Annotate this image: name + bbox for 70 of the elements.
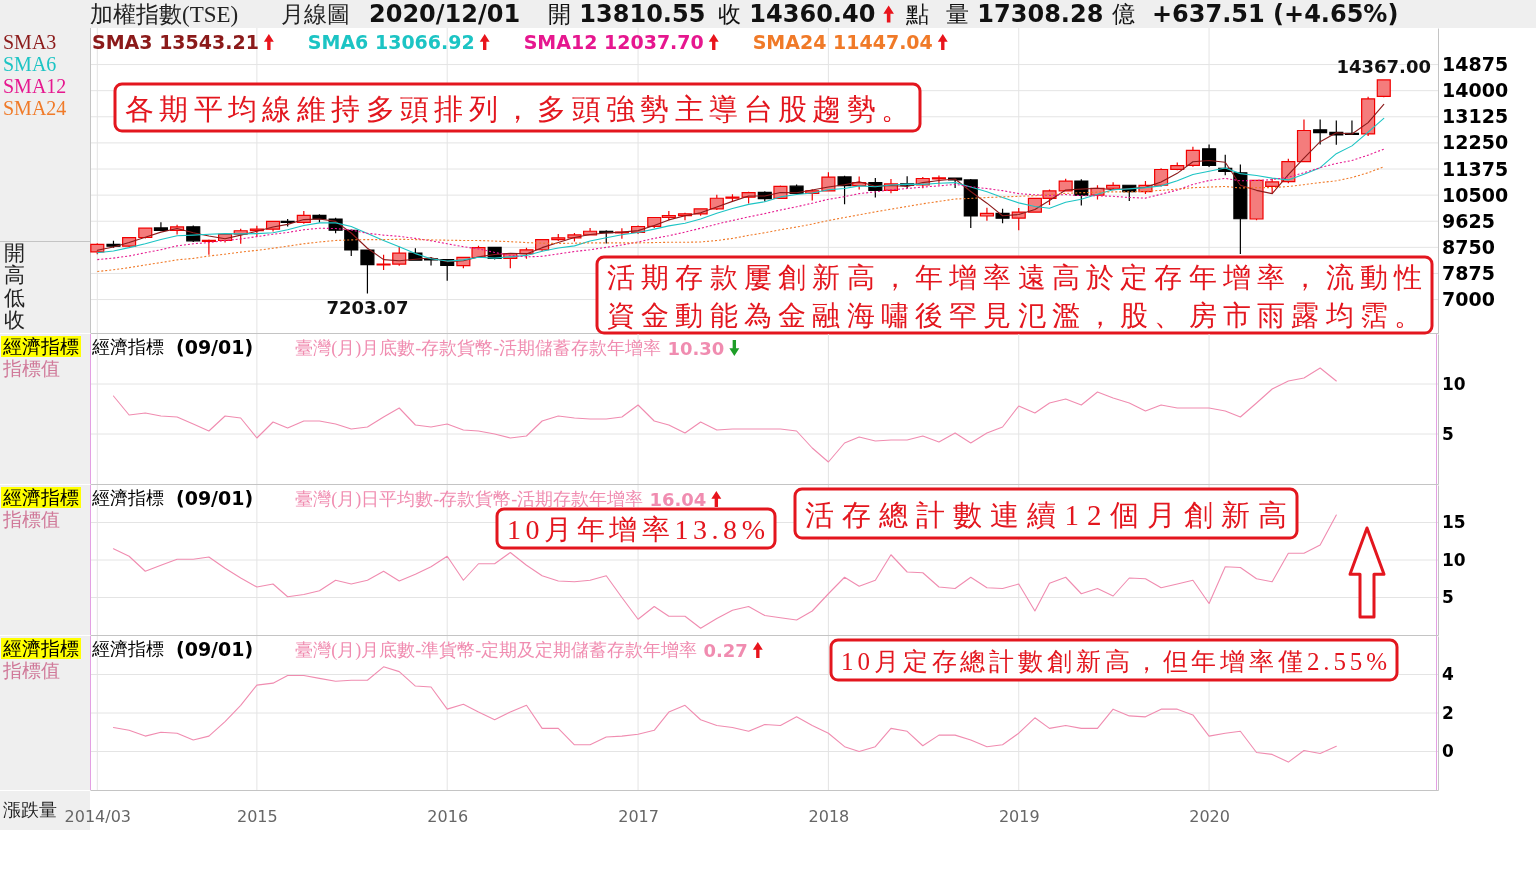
annotation: (09/01) xyxy=(176,336,254,358)
text: 漲跌量 xyxy=(3,800,57,820)
annotation: 10月年增率13.8% xyxy=(507,514,765,545)
y-tick-label: 10 xyxy=(1442,549,1466,570)
x-tick-label: 2019 xyxy=(998,807,1040,827)
annotation: 收 14360.40 xyxy=(718,0,876,28)
annotation: 活存總計數連續12個月創新高 xyxy=(805,498,1287,531)
annotation: +637.51 (+4.65%) xyxy=(1152,0,1399,28)
annotation: 活期存款屢創新高，年增率遠高於定存年增率，流動性 xyxy=(607,261,1422,293)
annotation: (09/01) xyxy=(176,638,254,660)
annotation: 量 17308.28 億 xyxy=(946,0,1135,28)
x-tick-label: 2018 xyxy=(808,807,850,827)
text: SMA12 xyxy=(523,31,598,53)
annotation: 經濟指標 xyxy=(91,639,164,659)
annotation: 13066.92 xyxy=(368,31,475,53)
y-tick-label: 0 xyxy=(1442,741,1454,762)
x-tick-label: 2020 xyxy=(1189,807,1230,827)
y-tick-label: 7875 xyxy=(1442,262,1495,285)
annotation: 7203.07 xyxy=(326,297,409,319)
x-tick-label: 2014/03 xyxy=(64,807,132,827)
y-tick-label: 2 xyxy=(1442,702,1454,723)
annotation: 13543.21 xyxy=(152,31,259,53)
y-tick-label: 14000 xyxy=(1442,79,1509,102)
text: 點 xyxy=(904,1,929,27)
text: SMA3 xyxy=(3,31,57,53)
text: SMA6 xyxy=(3,53,57,75)
y-tick-label: 4 xyxy=(1442,664,1454,685)
text: SMA24 xyxy=(752,31,827,53)
annotation: 14367.00 xyxy=(1336,56,1432,78)
annotation: 16.04 xyxy=(643,488,707,510)
y-tick-label: 5 xyxy=(1442,423,1454,444)
x-tick-label: 2015 xyxy=(237,807,278,827)
chart-subtitle: 月線圖 xyxy=(281,1,350,27)
text: SMA24 xyxy=(3,97,67,119)
text: 臺灣(月)日平均數-存款貨幣-活期存款年增率 xyxy=(295,489,644,510)
annotation: (09/01) xyxy=(176,487,254,509)
y-tick-label: 11375 xyxy=(1442,157,1509,180)
text: 開高低收 xyxy=(4,241,25,332)
y-tick-label: 10 xyxy=(1442,373,1466,394)
y-tick-label: 8750 xyxy=(1442,235,1495,258)
x-tick-label: 2017 xyxy=(618,807,659,827)
y-tick-label: 10500 xyxy=(1442,183,1509,206)
y-tick-label: 12250 xyxy=(1442,131,1509,154)
annotation: 經濟指標 xyxy=(91,337,164,357)
y-tick-label: 5 xyxy=(1442,587,1454,608)
annotation: 0.27 xyxy=(697,639,748,661)
text: 指標值 xyxy=(2,508,60,530)
y-tick-label: 9625 xyxy=(1442,209,1495,232)
y-tick-label: 13125 xyxy=(1442,105,1509,128)
x-tick-label: 2016 xyxy=(427,807,469,827)
text: 指標值 xyxy=(2,659,60,681)
text: SMA3 xyxy=(92,31,153,53)
text: 指標值 xyxy=(2,357,60,379)
chart-title: 加權指數(TSE) xyxy=(90,1,239,27)
annotation: 11447.04 xyxy=(826,31,933,53)
y-tick-label: 7000 xyxy=(1442,288,1495,311)
annotation: 10月定存總計數創新高，但年增率僅2.55% xyxy=(841,647,1387,675)
text: 臺灣(月)月底數-存款貨幣-活期儲蓄存款年增率 xyxy=(295,338,662,359)
annotation: 12037.70 xyxy=(597,31,704,53)
annotation: 各期平均線維持多頭排列，多頭強勢主導台股趨勢。 xyxy=(125,92,910,125)
series-label: 臺灣(月)月底數-準貨幣-定期及定期儲蓄存款年增率 xyxy=(295,640,698,661)
text: SMA12 xyxy=(3,75,67,97)
y-tick-label: 14875 xyxy=(1442,53,1509,76)
annotation: 2020/12/01 xyxy=(369,0,521,28)
annotation: 經濟指標 xyxy=(91,488,164,508)
annotation: 資金動能為金融海嘯後罕見氾濫，股、房市雨露均霑。 xyxy=(607,299,1422,331)
annotation: 開 13810.55 xyxy=(548,0,706,28)
y-tick-label: 15 xyxy=(1442,512,1466,533)
text: SMA6 xyxy=(307,31,369,53)
annotation: 10.30 xyxy=(661,337,725,359)
